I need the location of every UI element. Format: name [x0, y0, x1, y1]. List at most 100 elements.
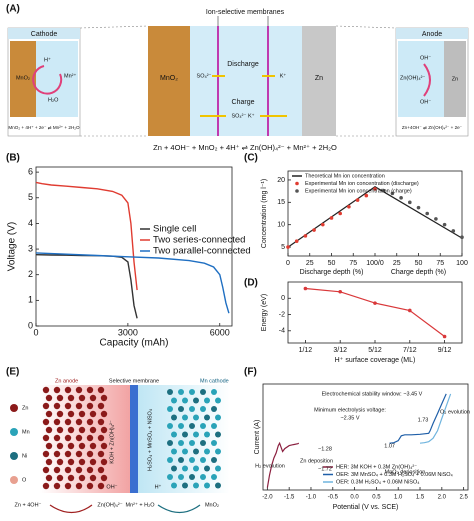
data-point	[312, 228, 316, 232]
x-tick-label: 75	[436, 260, 444, 267]
atom	[78, 394, 86, 402]
atom	[189, 440, 195, 446]
legend-label: Mn	[22, 429, 30, 435]
atom	[171, 448, 177, 455]
legend-marker	[295, 181, 299, 186]
x-axis-label: Charge depth (%)	[391, 269, 446, 276]
atom	[193, 482, 199, 489]
atom	[67, 410, 75, 418]
legend-atom	[10, 404, 18, 412]
atom	[167, 474, 173, 480]
atom	[215, 431, 221, 438]
atom	[89, 458, 97, 466]
data-point	[399, 196, 403, 200]
electrolyte-label: H₂SO₄ + MnSO₄ + NiSO₄	[147, 408, 153, 471]
y-tick-label: 15	[277, 199, 285, 206]
atom	[171, 414, 177, 421]
atom	[200, 423, 206, 429]
legend-label: Single cell	[153, 224, 196, 235]
x-axis-label: Potential (V vs. SCE)	[333, 504, 399, 511]
atom	[171, 465, 177, 472]
atom	[200, 406, 206, 412]
x-tick-label: -2.0	[262, 495, 273, 501]
atom	[78, 458, 86, 466]
y-axis-label: Current (A)	[254, 420, 261, 455]
atom	[97, 402, 105, 410]
atom	[89, 474, 97, 482]
annotation: 1.07	[384, 443, 395, 449]
x-tick-label: 2.0	[438, 495, 447, 501]
atom	[75, 418, 83, 426]
annotation: −1.28	[318, 446, 332, 452]
atom	[42, 386, 50, 394]
legend-atom	[10, 452, 18, 460]
series-line	[389, 393, 447, 444]
ion: SO₄²⁻ K⁺	[231, 112, 254, 119]
atom	[100, 394, 108, 402]
overall-equation: Zn + 4OH⁻ + MnO₂ + 4H⁺ ⇌ Zn(OH)₄²⁻ + Mn²…	[153, 143, 337, 152]
atom	[97, 434, 105, 442]
y-tick-label: -2	[279, 311, 285, 318]
x-tick-label: 100/0	[366, 260, 384, 267]
x-tick-label: 1/12	[299, 347, 313, 354]
atom	[64, 434, 72, 442]
x-tick-label: 50	[328, 260, 336, 267]
atom	[56, 474, 64, 482]
legend-label: OER: 0.3M H₂SO₄ + 0.06M NiSO₄	[336, 479, 420, 485]
charge-label: Charge	[232, 99, 255, 106]
panel-label: (C)	[244, 153, 258, 164]
mno2-electrode	[148, 26, 190, 136]
atom	[42, 450, 50, 458]
atom	[75, 466, 83, 474]
atom	[45, 426, 53, 434]
atom	[215, 448, 221, 455]
data-point	[390, 191, 395, 196]
atom	[100, 474, 108, 482]
atom	[193, 448, 199, 455]
y-axis-label: Voltage (V)	[7, 222, 18, 271]
x-tick-label: 3000	[118, 327, 138, 337]
plot-frame	[287, 281, 463, 344]
atom	[193, 397, 199, 404]
y-axis-label: Energy (eV)	[261, 294, 268, 331]
mn-cathode-label: Mn cathode	[200, 378, 229, 384]
atom	[211, 389, 217, 395]
zn-anode-label: Zn anode	[55, 378, 78, 384]
material-label: MnO₂	[16, 75, 30, 81]
atom	[45, 458, 53, 466]
electrolyte	[190, 26, 302, 136]
atom	[189, 423, 195, 429]
legend-label: Zn	[22, 405, 28, 411]
cathode-title: Cathode	[31, 31, 58, 38]
atom	[204, 414, 210, 421]
atom	[200, 474, 206, 480]
annotation: O₂ evolution	[440, 409, 470, 415]
annotation: H₂ evolution	[255, 463, 285, 469]
atom	[53, 434, 61, 442]
reaction: Zn(OH)₄²⁻	[97, 502, 122, 508]
panel-label: (E)	[6, 367, 19, 378]
data-point	[451, 229, 456, 233]
y-tick-label: 10	[277, 222, 285, 229]
atom	[178, 389, 184, 395]
atom	[215, 414, 221, 421]
atom	[178, 474, 184, 480]
series-line	[35, 181, 138, 291]
y-tick-label: 5	[281, 244, 285, 251]
reaction-arrow	[423, 63, 431, 97]
atom	[53, 482, 61, 490]
data-point	[373, 187, 377, 191]
anode-title: Anode	[422, 31, 442, 38]
legend-label: OER: 3M MnSO₄ + 0.3M H₂SO₄ + 0.06M NiSO₄	[336, 472, 454, 478]
atom	[211, 474, 217, 480]
panel-label: (F)	[244, 367, 257, 378]
panel-label: (D)	[244, 278, 258, 289]
y-tick-label: 4	[28, 218, 33, 228]
atom	[171, 482, 177, 489]
ion: K⁺	[280, 72, 287, 79]
ion: H₂O	[48, 97, 59, 103]
data-point	[442, 222, 447, 227]
annotation: Electrochemical stability window: ~3.45 …	[322, 391, 423, 397]
panel-e: (E) Zn anode Selective membrane Mn catho…	[6, 367, 230, 514]
electrolyte-label: KOH + Zn(OH)₄²⁻	[109, 420, 115, 464]
